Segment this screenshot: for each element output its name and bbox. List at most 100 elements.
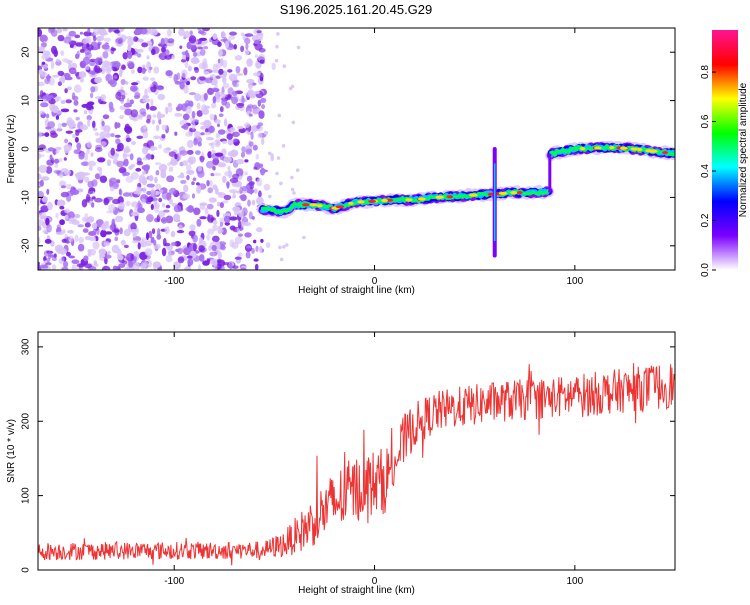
noise-speckle [55,212,59,219]
noise-speckle [92,222,98,230]
noise-speckle [145,240,153,247]
snr-line [38,363,675,566]
noise-speckle [245,43,249,50]
noise-speckle [203,46,209,50]
noise-speckle [207,228,215,235]
noise-speckle [171,54,175,60]
noise-speckle [130,222,137,231]
noise-speckle [243,67,248,76]
noise-speckle [54,96,59,103]
noise-speckle [228,73,238,82]
noise-speckle [53,253,57,259]
noise-speckle [222,175,227,184]
noise-speckle [74,72,80,77]
noise-speckle [217,162,226,168]
noise-speckle [39,179,44,187]
noise-speckle [59,180,67,187]
ridge-hotspot [357,200,365,204]
noise-speckle [241,222,250,226]
noise-speckle [82,228,89,233]
noise-speckle [144,164,151,171]
noise-speckle [208,125,215,133]
noise-speckle [68,217,77,222]
noise-speckle [271,62,276,71]
noise-speckle [192,234,198,243]
noise-speckle [177,256,185,264]
noise-speckle [142,187,147,194]
noise-speckle [158,210,166,218]
x-tick-label: -100 [164,276,184,287]
noise-speckle [142,131,149,139]
noise-speckle [231,96,238,105]
noise-speckle [99,141,107,147]
noise-speckle [196,46,204,50]
noise-speckle [199,76,206,81]
noise-speckle [103,197,109,206]
noise-speckle [241,95,245,105]
noise-speckle [180,179,187,184]
noise-speckle [122,94,126,100]
noise-speckle [217,201,221,207]
noise-speckle [133,250,140,258]
noise-speckle [158,197,163,203]
noise-speckle [142,146,149,155]
noise-speckle [66,251,71,257]
noise-speckle [92,36,97,42]
noise-speckle [191,181,195,186]
noise-speckle [188,230,196,237]
noise-speckle [260,167,266,176]
noise-speckle [96,77,103,83]
noise-speckle [198,237,203,244]
noise-speckle [263,131,269,135]
noise-speckle [82,172,90,176]
y-axis-label: Frequency (Hz) [6,115,17,184]
noise-speckle [186,149,194,155]
noise-speckle [127,50,133,60]
noise-speckle [48,251,52,260]
noise-speckle [116,122,121,128]
noise-speckle [46,188,50,195]
noise-speckle [72,123,77,127]
noise-speckle [182,54,187,60]
noise-speckle [160,37,165,46]
noise-speckle [75,42,84,47]
noise-speckle [200,132,205,136]
colorbar-tick-label: 0.4 [700,164,711,178]
noise-speckle [58,122,62,130]
noise-speckle [218,49,223,57]
noise-speckle [54,244,64,253]
noise-speckle [169,187,177,195]
noise-speckle [160,170,167,179]
noise-speckle [63,157,67,161]
noise-speckle [165,254,173,263]
noise-speckle [204,105,211,109]
noise-speckle [143,124,147,130]
ridge-hotspot [468,193,478,197]
noise-speckle [193,66,199,71]
noise-speckle [129,99,134,105]
noise-speckle [114,236,119,242]
noise-speckle [126,60,135,68]
noise-speckle [166,175,175,183]
noise-speckle [206,203,214,210]
noise-speckle [288,86,293,91]
noise-speckle [190,76,197,81]
noise-speckle [99,168,102,177]
noise-speckle [251,247,255,254]
noise-speckle [119,227,123,235]
noise-speckle [81,217,87,222]
noise-speckle [275,171,279,176]
noise-speckle [103,241,110,247]
noise-speckle [267,151,272,156]
noise-speckle [210,173,215,177]
noise-speckle [142,98,151,103]
noise-speckle [173,204,182,213]
noise-speckle [237,233,243,237]
ridge-hotspot [517,191,523,195]
noise-speckle [71,133,77,139]
noise-speckle [90,152,94,157]
noise-speckle [218,251,222,259]
noise-speckle [256,178,263,187]
noise-speckle [198,254,205,262]
noise-speckle [259,245,263,253]
